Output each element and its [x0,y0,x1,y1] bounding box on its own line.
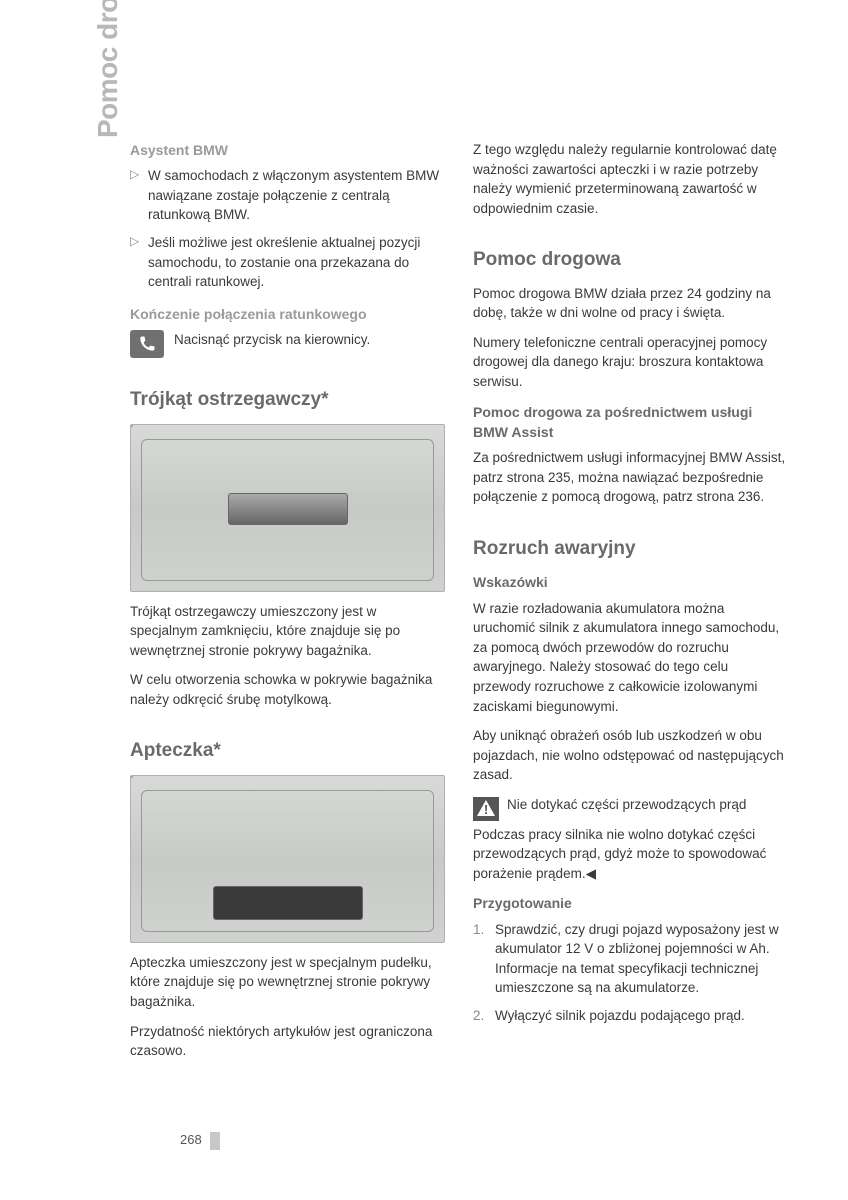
subheading-bmw-assist: Pomoc drogowa za pośrednictwem usługi BM… [473,402,788,443]
list-item: Jeśli możliwe jest określenie aktualnej … [130,233,445,292]
warning-text: Nie dotykać części przewodzących prąd [507,795,746,819]
body-text: Aby uniknąć obrażeń osób lub uszkodzeń w… [473,726,788,785]
page-number: 268 [180,1131,220,1150]
asystent-list: W samochodach z włączonym asystentem BMW… [130,166,445,291]
right-column: Z tego względu należy regularnie kontrol… [473,140,788,1071]
illustration-warning-triangle [130,424,445,592]
warning-icon [473,797,499,821]
heading-asystent: Asystent BMW [130,140,445,160]
side-running-title: Pomoc drogowa [88,0,129,138]
body-text: Pomoc drogowa BMW działa przez 24 godzin… [473,284,788,323]
list-item: W samochodach z włączonym asystentem BMW… [130,166,445,225]
heading-konczenie: Kończenie połączenia ratunkowego [130,304,445,324]
body-text: W celu otworzenia schowka w pokrywie bag… [130,670,445,709]
phone-icon [130,330,164,358]
body-text: Przydatność niektórych artykułów jest og… [130,1022,445,1061]
heading-apteczka: Apteczka* [130,737,445,765]
warning-body: Podczas pracy silnika nie wolno dotykać … [473,825,788,884]
list-item: Sprawdzić, czy drugi pojazd wyposażony j… [473,920,788,998]
subheading-przygotowanie: Przygotowanie [473,893,788,913]
body-text: Trójkąt ostrzegawczy umieszczony jest w … [130,602,445,661]
phone-instruction-row: Nacisnąć przycisk na kierownicy. [130,330,445,358]
preparation-steps: Sprawdzić, czy drugi pojazd wyposażony j… [473,920,788,1026]
page-content: Asystent BMW W samochodach z włączonym a… [0,0,848,1111]
list-item: Wyłączyć silnik pojazdu podającego prąd. [473,1006,788,1026]
body-text: Z tego względu należy regularnie kontrol… [473,140,788,218]
illustration-first-aid [130,775,445,943]
left-column: Asystent BMW W samochodach z włączonym a… [130,140,445,1071]
body-text: Apteczka umieszczony jest w specjalnym p… [130,953,445,1012]
body-text: W razie rozładowania akumulatora można u… [473,599,788,716]
heading-trojkat: Trójkąt ostrzegawczy* [130,386,445,414]
body-text: Numery telefoniczne centrali operacyjnej… [473,333,788,392]
subheading-wskazowki: Wskazówki [473,572,788,592]
heading-pomoc-drogowa: Pomoc drogowa [473,246,788,274]
phone-instruction-text: Nacisnąć przycisk na kierownicy. [174,330,370,350]
body-text: Za pośrednictwem usługi informacyjnej BM… [473,448,788,507]
warning-title: Nie dotykać części przewodzących prąd [507,795,746,815]
warning-block: Nie dotykać części przewodzących prąd [473,795,788,821]
heading-rozruch: Rozruch awaryjny [473,535,788,563]
